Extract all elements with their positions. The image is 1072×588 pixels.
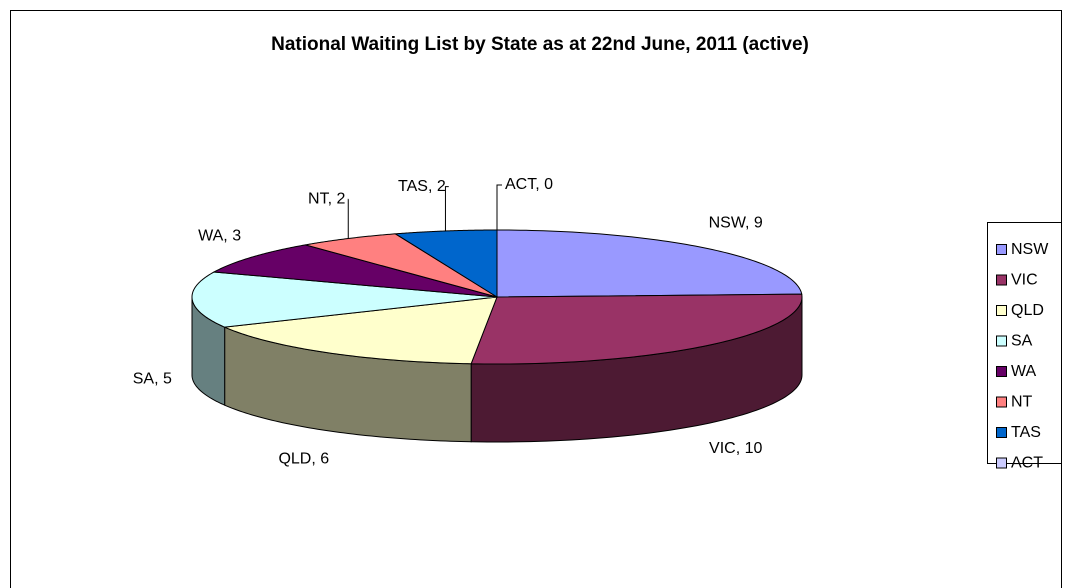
legend-swatch: [996, 396, 1007, 408]
data-label: SA, 5: [133, 371, 172, 388]
legend-label: NT: [1011, 394, 1033, 411]
legend-label: SA: [1011, 333, 1033, 350]
slice: [470, 293, 803, 365]
data-label: QLD, 6: [278, 451, 329, 468]
legend-swatch: [996, 366, 1007, 377]
legend-swatch: [996, 305, 1007, 316]
slice: [222, 296, 498, 365]
leader-line: [444, 186, 449, 231]
data-label: TAS, 2: [398, 178, 446, 195]
legend-label: VIC: [1011, 272, 1038, 289]
legend-label: WA: [1011, 363, 1037, 380]
legend-swatch: [996, 244, 1007, 255]
slice: [212, 244, 498, 298]
legend-label: TAS: [1011, 424, 1041, 441]
legend-label: NSW: [1011, 241, 1049, 258]
legend-label: QLD: [1011, 302, 1044, 319]
slice: [191, 271, 498, 328]
legend-swatch: [996, 274, 1007, 286]
chart-title: National Waiting List by State as at 22n…: [271, 34, 809, 55]
data-label: ACT, 0: [505, 176, 553, 193]
leader-line: [496, 184, 502, 230]
data-label: VIC, 10: [709, 440, 762, 457]
legend-label: ACT: [1011, 455, 1043, 472]
data-label: NSW, 9: [709, 215, 763, 232]
legend-swatch: [996, 335, 1007, 347]
data-label: WA, 3: [198, 228, 241, 245]
slice: [393, 229, 498, 298]
data-label: NT, 2: [308, 190, 345, 207]
legend-swatch: [996, 457, 1007, 469]
legend-swatch: [996, 427, 1007, 438]
legend: NSW VIC QLD SA WA NT TAS ACT: [996, 241, 1049, 472]
slice: [496, 229, 803, 298]
